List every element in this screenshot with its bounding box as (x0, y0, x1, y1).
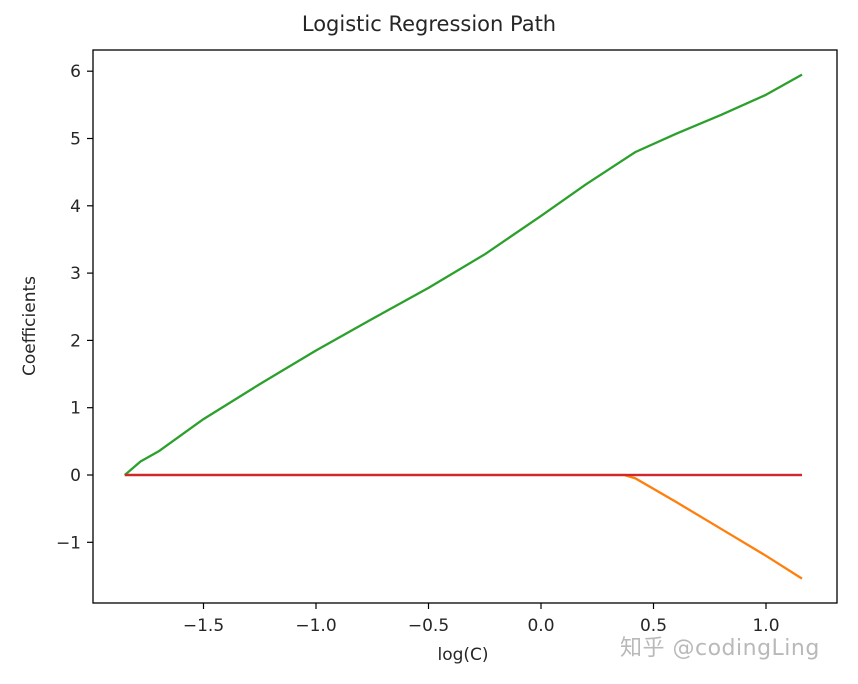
series-lines (124, 73, 803, 580)
y-tick-label: 5 (70, 130, 81, 150)
watermark: 知乎 @codingLing (620, 636, 820, 661)
y-tick-label: 4 (70, 197, 81, 217)
axis-ticks: −1.5 −1.0 −0.5 0.0 0.5 1.0 −1 0 1 2 3 4 5 6 (56, 62, 780, 636)
y-tick-label: 1 (70, 399, 81, 419)
x-axis-label: log(C) (437, 645, 489, 665)
x-tick-label: −1.0 (295, 616, 336, 636)
y-tick-label: −1 (56, 533, 81, 553)
y-tick-label: 6 (70, 62, 81, 82)
series-line-coef_2 (124, 73, 803, 476)
x-tick-label: 1.0 (752, 616, 779, 636)
x-tick-label: −0.5 (408, 616, 449, 636)
axes-frame (92, 49, 838, 604)
x-tick-label: −1.5 (183, 616, 224, 636)
series-line-coef_1 (124, 473, 803, 580)
chart-title: Logistic Regression Path (301, 12, 557, 36)
x-tick-label: 0.5 (640, 616, 667, 636)
y-tick-label: 2 (70, 331, 81, 351)
y-tick-label: 0 (70, 466, 81, 486)
y-tick-label: 3 (70, 264, 81, 284)
x-tick-label: 0.0 (527, 616, 554, 636)
